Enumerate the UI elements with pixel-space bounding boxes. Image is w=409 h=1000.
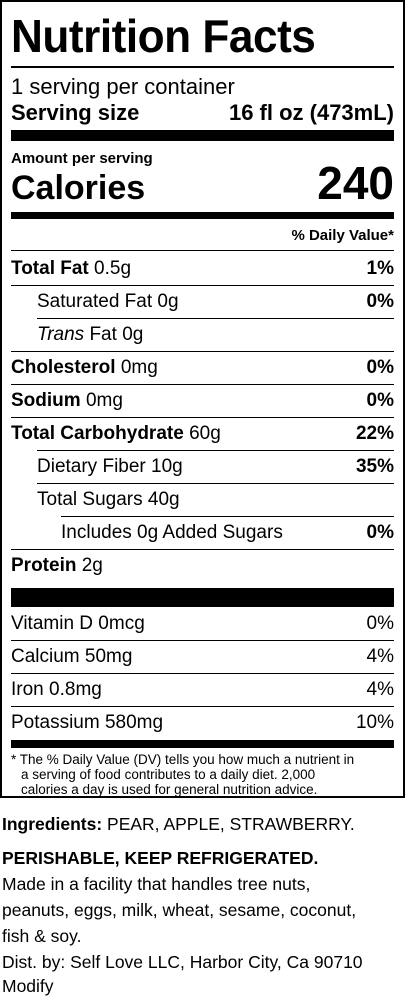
nutrient-row-protein: Protein 2g bbox=[11, 550, 394, 582]
vitamin-name: Vitamin D bbox=[11, 613, 94, 634]
nutrient-row-sodium: Sodium 0mg 0% bbox=[11, 385, 394, 417]
distributor-line: Dist. by: Self Love LLC, Harbor City, Ca… bbox=[2, 952, 363, 972]
vitamin-row: Vitamin D 0mcg 0% bbox=[11, 608, 394, 640]
modify-label: Modify bbox=[2, 976, 54, 996]
nutrient-amount: 2g bbox=[81, 555, 103, 576]
nutrient-row-added-sugars: Includes 0g Added Sugars 0% bbox=[11, 517, 394, 549]
nutrient-name: Protein bbox=[11, 555, 77, 576]
ingredients-label: Ingredients: bbox=[2, 814, 103, 834]
vitamin-dv: 10% bbox=[355, 712, 394, 733]
vitamin-name: Potassium bbox=[11, 712, 100, 733]
footnote-line: calories a day is used for general nutri… bbox=[21, 782, 318, 797]
serving-size-label: Serving size bbox=[11, 100, 140, 125]
row-divider bbox=[37, 318, 394, 319]
nutrient-row-trans-fat: Trans Fat 0g bbox=[11, 319, 394, 351]
nutrient-name: Includes 0g Added Sugars bbox=[61, 522, 283, 543]
nutrient-amount: 40g bbox=[147, 489, 180, 510]
nutrient-name: Sodium bbox=[11, 390, 81, 411]
ingredients-value: PEAR, APPLE, STRAWBERRY. bbox=[107, 814, 355, 834]
thick-divider bbox=[11, 588, 394, 607]
row-divider bbox=[11, 706, 394, 707]
row-divider bbox=[11, 384, 394, 385]
nutrient-row-dietary-fiber: Dietary Fiber 10g 35% bbox=[11, 451, 394, 483]
vitamin-name: Iron bbox=[11, 679, 44, 700]
nutrient-dv: 0% bbox=[366, 357, 394, 378]
row-divider bbox=[11, 673, 394, 674]
vitamin-dv: 4% bbox=[366, 679, 394, 700]
nutrient-dv: 1% bbox=[366, 258, 394, 279]
row-divider bbox=[11, 250, 394, 251]
vitamin-amount: 580mg bbox=[104, 712, 164, 733]
nutrient-row-total-fat: Total Fat 0.5g 1% bbox=[11, 253, 394, 285]
vitamin-name: Calcium bbox=[11, 646, 80, 667]
servings-per-container: 1 serving per container bbox=[11, 74, 235, 99]
nutrient-list: Total Fat 0.5g 1% Saturated Fat 0g 0% Tr… bbox=[11, 253, 394, 582]
nutrient-amount: 0g bbox=[157, 291, 179, 312]
allergen-line: Made in a facility that handles tree nut… bbox=[2, 874, 311, 894]
row-divider bbox=[11, 351, 394, 352]
calories-value: 240 bbox=[317, 157, 394, 209]
vitamin-row: Calcium 50mg 4% bbox=[11, 641, 394, 673]
medium-divider bbox=[11, 740, 394, 748]
row-divider bbox=[37, 450, 394, 451]
allergen-line: peanuts, eggs, milk, wheat, sesame, coco… bbox=[2, 900, 357, 920]
thick-divider bbox=[11, 130, 394, 141]
calories-row: Calories 240 bbox=[11, 158, 394, 208]
nutrient-amount: 0mg bbox=[85, 390, 123, 411]
allergen-line: fish & soy. bbox=[2, 926, 82, 946]
ingredients-line: Ingredients: PEAR, APPLE, STRAWBERRY. bbox=[2, 812, 403, 836]
serving-size-value: 16 fl oz (473mL) bbox=[228, 100, 394, 125]
medium-divider bbox=[11, 212, 394, 219]
row-divider bbox=[11, 640, 394, 641]
nutrient-name: Dietary Fiber bbox=[37, 456, 146, 477]
panel-title: Nutrition Facts bbox=[11, 10, 316, 62]
title-divider bbox=[11, 66, 394, 68]
nutrient-row-cholesterol: Cholesterol 0mg 0% bbox=[11, 352, 394, 384]
nutrient-name-italic: Trans bbox=[37, 324, 85, 345]
nutrient-name: Fat bbox=[89, 324, 117, 345]
vitamin-row: Iron 0.8mg 4% bbox=[11, 674, 394, 706]
vitamin-dv: 4% bbox=[366, 646, 394, 667]
nutrient-dv: 0% bbox=[366, 390, 394, 411]
vitamin-list: Vitamin D 0mcg 0% Calcium 50mg 4% Iron 0… bbox=[11, 608, 394, 739]
row-divider bbox=[61, 516, 394, 517]
nutrient-name: Saturated Fat bbox=[37, 291, 153, 312]
daily-value-header: % Daily Value* bbox=[291, 227, 394, 244]
vitamin-amount: 50mg bbox=[84, 646, 133, 667]
nutrient-amount: 0.5g bbox=[94, 258, 132, 279]
nutrition-facts-panel: Nutrition Facts 1 serving per container … bbox=[0, 0, 405, 798]
daily-value-footnote: * The % Daily Value (DV) tells you how m… bbox=[11, 752, 394, 797]
nutrient-name: Total Sugars bbox=[37, 489, 143, 510]
row-divider bbox=[37, 483, 394, 484]
nutrient-dv: 35% bbox=[355, 456, 394, 477]
calories-label: Calories bbox=[11, 169, 146, 207]
vitamin-row: Potassium 580mg 10% bbox=[11, 707, 394, 739]
nutrient-dv: 0% bbox=[366, 291, 394, 312]
amount-per-serving: Amount per serving bbox=[11, 150, 153, 167]
nutrient-amount: 10g bbox=[151, 456, 183, 477]
vitamin-dv: 0% bbox=[366, 613, 394, 634]
nutrient-row-total-sugars: Total Sugars 40g bbox=[11, 484, 394, 516]
storage-warning: PERISHABLE, KEEP REFRIGERATED. bbox=[2, 848, 319, 868]
nutrient-name: Cholesterol bbox=[11, 357, 116, 378]
vitamin-amount: 0mcg bbox=[98, 613, 145, 634]
nutrient-amount: 60g bbox=[189, 423, 221, 444]
nutrient-row-total-carbohydrate: Total Carbohydrate 60g 22% bbox=[11, 418, 394, 450]
nutrient-name: Total Fat bbox=[11, 258, 89, 279]
nutrient-amount: 0g bbox=[122, 324, 144, 345]
nutrient-name: Total Carbohydrate bbox=[11, 423, 184, 444]
nutrient-row-saturated-fat: Saturated Fat 0g 0% bbox=[11, 286, 394, 318]
row-divider bbox=[11, 417, 394, 418]
nutrient-dv: 22% bbox=[355, 423, 394, 444]
vitamin-amount: 0.8mg bbox=[49, 679, 102, 700]
footnote-line: a serving of food contributes to a daily… bbox=[21, 767, 316, 782]
serving-size-row: Serving size 16 fl oz (473mL) bbox=[11, 99, 394, 127]
nutrient-amount: 0mg bbox=[120, 357, 158, 378]
row-divider bbox=[11, 285, 394, 286]
row-divider bbox=[11, 549, 394, 550]
nutrient-dv: 0% bbox=[366, 522, 394, 543]
footnote-line: * The % Daily Value (DV) tells you how m… bbox=[11, 752, 355, 767]
